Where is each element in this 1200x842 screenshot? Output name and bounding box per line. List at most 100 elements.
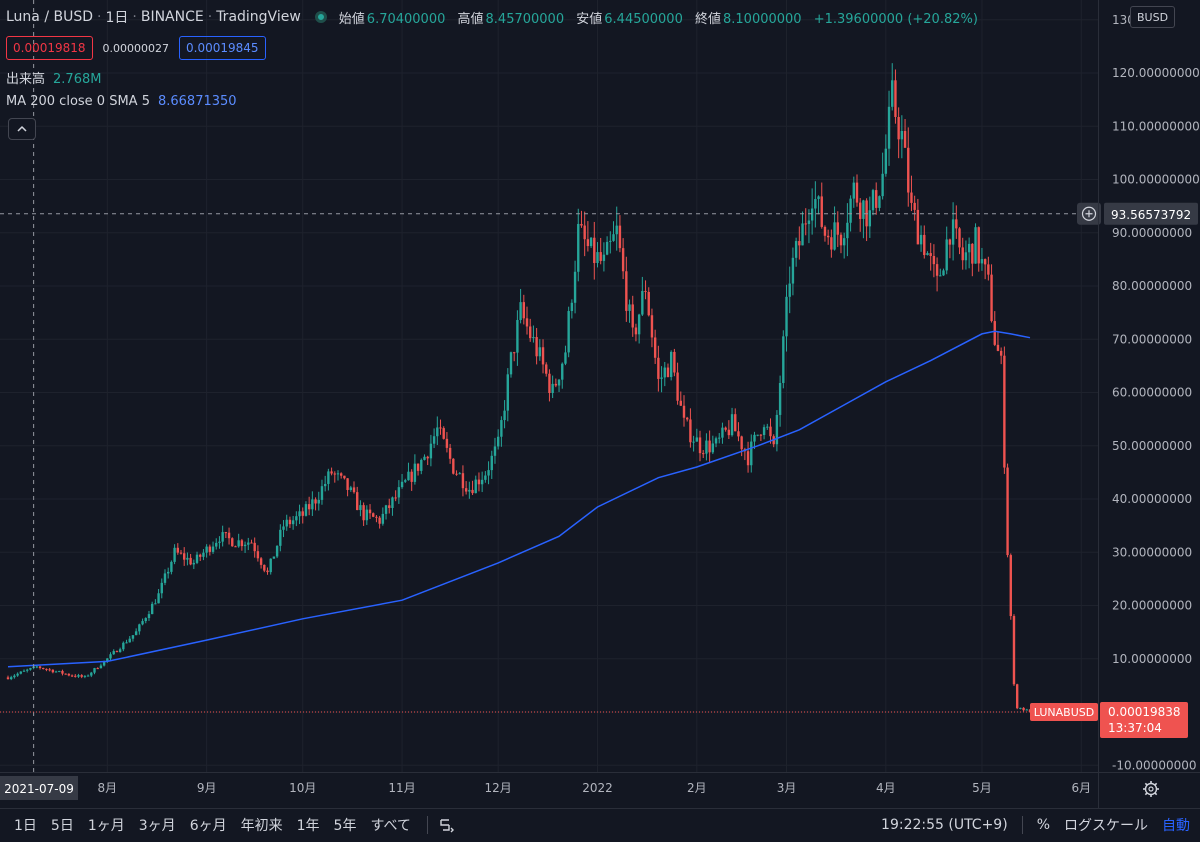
ma-200-line [7, 330, 1031, 668]
candle [391, 496, 394, 516]
plus-circle-icon[interactable] [1077, 202, 1101, 225]
candle-body [942, 270, 945, 276]
candle [756, 434, 759, 437]
candle-body [74, 675, 77, 677]
candle-body [163, 573, 167, 583]
candle [282, 520, 285, 538]
candle [54, 670, 58, 673]
candle-body [372, 513, 375, 517]
volume-indicator-legend[interactable]: 出来高 2.768M [6, 68, 101, 87]
candle [804, 208, 807, 236]
candle [990, 264, 993, 323]
last-price-label: 0.00019838 [1108, 705, 1181, 719]
candle-body [256, 551, 260, 559]
sell-price-button[interactable]: 0.00019818 [6, 36, 93, 60]
candle-body [484, 475, 487, 480]
candle-body [122, 642, 125, 650]
candle-body [958, 228, 961, 248]
separator: · [207, 9, 213, 25]
range-1m[interactable]: 1ヶ月 [87, 818, 125, 834]
candle-body [413, 463, 417, 482]
candle [935, 257, 939, 292]
range-all[interactable]: すべて [370, 818, 411, 834]
y-tick-label: 130 [1112, 13, 1135, 27]
interval-label[interactable]: 1日 [105, 10, 129, 26]
bottom-toolbar: 1日 5日 1ヶ月 3ヶ月 6ヶ月 年初来 1年 5年 すべて 19:22:55… [0, 808, 1200, 842]
candle-body [314, 499, 317, 504]
candle [231, 537, 234, 547]
candle-body [971, 243, 974, 264]
candle [945, 226, 948, 275]
symbol-name[interactable]: Luna / BUSD [6, 9, 94, 25]
log-scale-toggle[interactable]: ログスケール [1064, 818, 1148, 834]
candle-body [170, 561, 173, 572]
candle-body [756, 434, 759, 436]
candle [163, 569, 167, 586]
candle-body [144, 618, 147, 622]
currency-button[interactable]: BUSD [1130, 6, 1176, 28]
candle [19, 671, 23, 675]
candle [836, 211, 839, 248]
candle [718, 433, 721, 444]
divider [426, 816, 428, 834]
range-1y[interactable]: 1年 [296, 818, 320, 834]
candle [490, 450, 493, 479]
range-5d[interactable]: 5日 [50, 818, 74, 834]
y-tick-label: 110.00000000 [1112, 119, 1200, 133]
range-ytd[interactable]: 年初来 [240, 818, 283, 834]
candle-body [525, 318, 529, 327]
range-3m[interactable]: 3ヶ月 [138, 818, 176, 834]
buy-price-button[interactable]: 0.00019845 [179, 36, 266, 60]
market-status-icon[interactable] [314, 11, 327, 23]
candle-body [45, 668, 48, 670]
candle [349, 485, 353, 492]
gear-icon[interactable] [1143, 781, 1159, 797]
candle-body [951, 219, 955, 245]
candle [272, 556, 276, 559]
range-1d[interactable]: 1日 [14, 818, 37, 834]
range-6m[interactable]: 6ヶ月 [189, 818, 227, 834]
candle-body [509, 352, 513, 375]
candle [823, 225, 827, 242]
candle [291, 515, 295, 530]
ma-indicator-legend[interactable]: MA 200 close 0 SMA 5 8.66871350 [6, 94, 237, 109]
candle-body [554, 383, 558, 386]
candle-body [186, 557, 189, 560]
candle [1015, 683, 1019, 710]
candle-body [782, 336, 785, 384]
candle-body [157, 593, 160, 604]
candle-body [999, 350, 1003, 356]
range-5y[interactable]: 5年 [333, 818, 357, 834]
candle [205, 544, 208, 558]
candle-body [349, 487, 353, 491]
candle-body [721, 427, 724, 438]
candle-body [557, 379, 561, 386]
candle [628, 299, 631, 323]
candle-body [442, 428, 445, 439]
candle-body [38, 666, 42, 668]
candle [275, 545, 279, 559]
candle-body [368, 509, 372, 514]
collapse-legend-button[interactable] [8, 118, 36, 140]
candle [397, 480, 401, 504]
clock-timezone[interactable]: 19:22:55 (UTC+9) [881, 817, 1008, 833]
compare-icon[interactable] [438, 816, 456, 834]
candle-body [593, 237, 596, 264]
candle [500, 416, 503, 447]
gear-ring [1144, 782, 1158, 796]
candle [1022, 707, 1025, 712]
candle-body [948, 239, 952, 245]
candle-body [512, 352, 516, 354]
gear-tooth [1144, 782, 1148, 786]
candle-body [868, 210, 872, 227]
candle-body [423, 456, 426, 460]
candle-body [734, 414, 737, 432]
candle-body [480, 479, 484, 485]
candle-body [685, 417, 689, 420]
candle [929, 242, 932, 271]
candle-body [176, 547, 179, 553]
candle-body [295, 516, 298, 521]
auto-scale-toggle[interactable]: 自動 [1162, 818, 1190, 834]
percent-scale-toggle[interactable]: % [1036, 817, 1050, 833]
